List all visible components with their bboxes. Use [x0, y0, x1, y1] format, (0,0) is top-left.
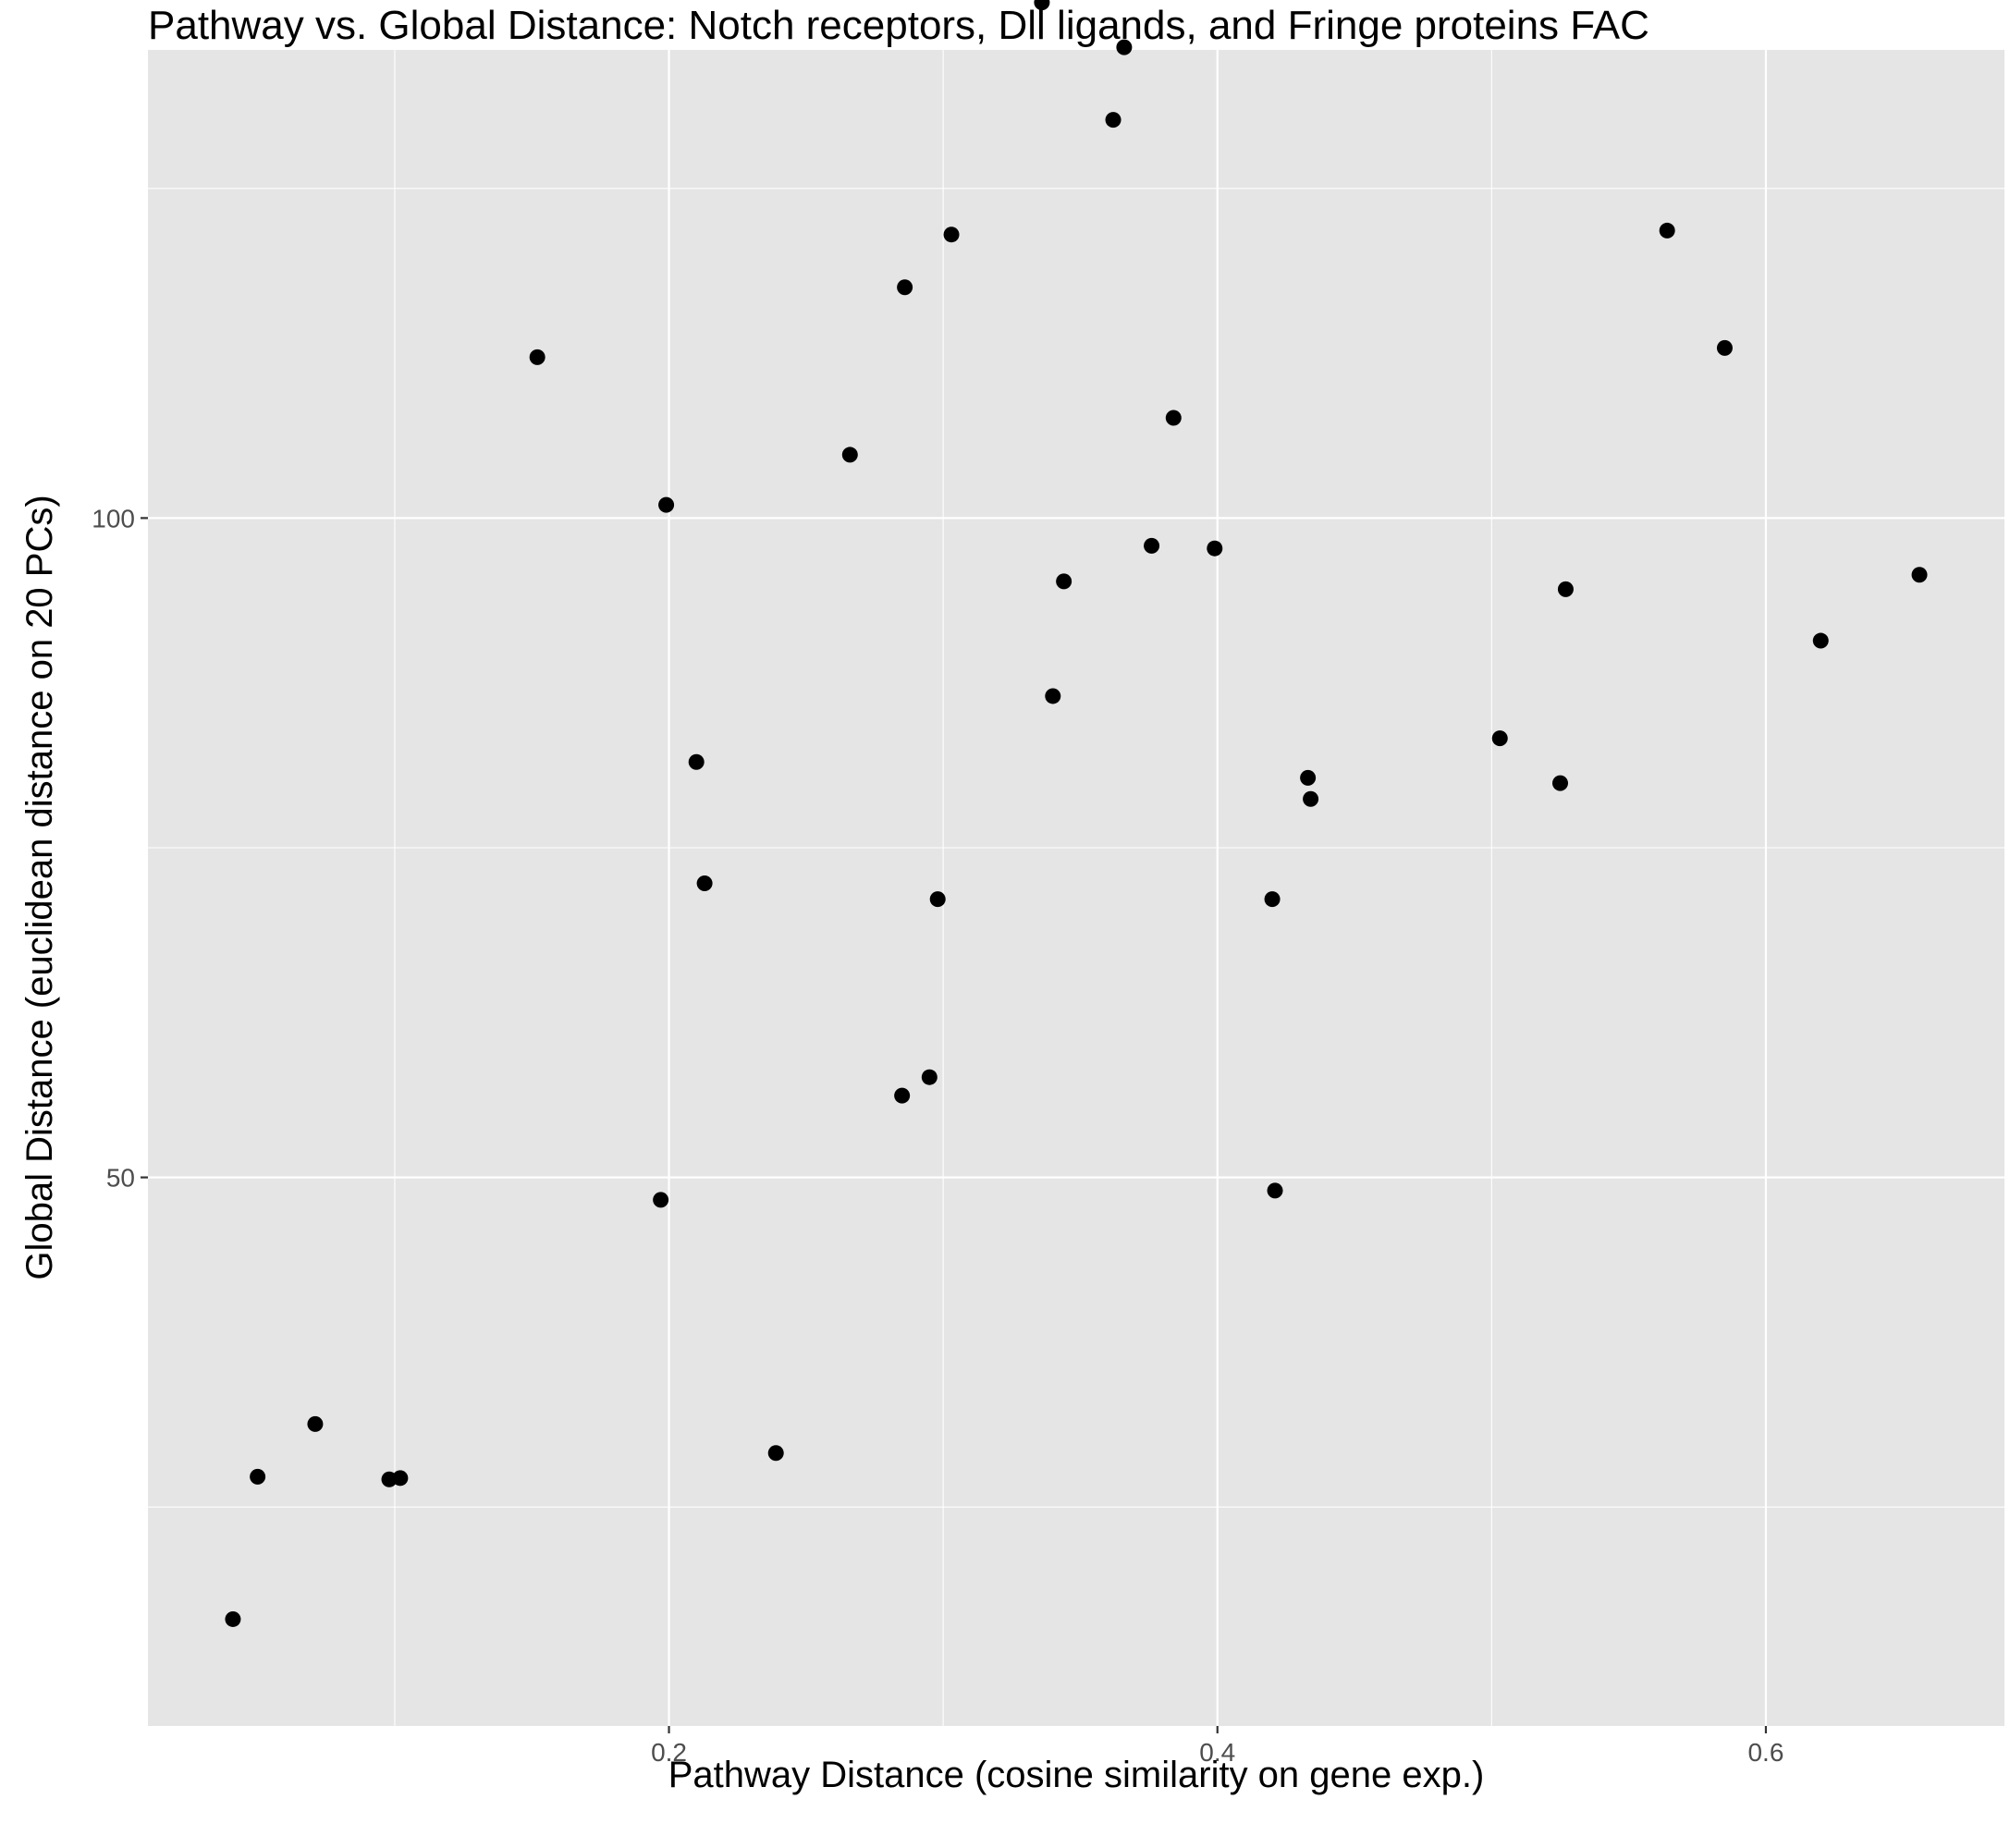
data-point: [929, 891, 946, 908]
data-point: [696, 875, 713, 892]
data-point: [767, 1445, 784, 1462]
data-point: [1056, 573, 1072, 590]
data-point: [1557, 581, 1574, 597]
y-axis-ticks: 50 100: [92, 504, 148, 1193]
data-point: [529, 349, 545, 365]
y-axis-label: Global Distance (euclidean distance on 2…: [19, 495, 60, 1279]
data-point: [1812, 632, 1829, 649]
data-point: [921, 1069, 938, 1085]
data-point: [1552, 775, 1569, 791]
data-point: [1716, 339, 1733, 356]
y-tick-label: 50: [106, 1164, 135, 1193]
data-point: [392, 1470, 409, 1487]
data-point: [1207, 540, 1223, 557]
chart-title: Pathway vs. Global Distance: Notch recep…: [148, 3, 1649, 48]
data-point: [1300, 769, 1317, 786]
minor-gridlines: [148, 50, 2004, 1726]
data-point: [1303, 790, 1319, 807]
data-point: [653, 1192, 669, 1208]
x-tick-label: 0.2: [651, 1738, 687, 1767]
data-point: [894, 1087, 911, 1104]
data-point: [897, 279, 913, 296]
data-point: [688, 753, 705, 770]
data-point: [1105, 112, 1121, 129]
data-point: [1911, 567, 1928, 583]
x-tick-label: 0.4: [1199, 1738, 1235, 1767]
x-axis-ticks: 0.2 0.4 0.6: [651, 1726, 1783, 1767]
data-point: [225, 1610, 241, 1627]
data-point: [1659, 222, 1675, 239]
plot-panel: [148, 50, 2004, 1726]
data-point: [1045, 688, 1061, 704]
data-point: [943, 226, 960, 243]
data-point: [1264, 891, 1281, 908]
data-point: [658, 496, 675, 513]
data-point: [1491, 730, 1508, 747]
x-axis-label: Pathway Distance (cosine similarity on g…: [668, 1755, 1485, 1795]
data-point: [1116, 39, 1133, 55]
data-point: [841, 447, 858, 463]
data-point: [307, 1415, 324, 1432]
x-tick-label: 0.6: [1747, 1738, 1783, 1767]
data-point: [250, 1468, 266, 1485]
data-points: [225, 0, 1928, 1627]
major-gridlines: [148, 50, 2004, 1726]
data-point: [1267, 1182, 1283, 1199]
y-tick-label: 100: [92, 504, 135, 532]
data-point: [1165, 410, 1182, 426]
data-point: [1034, 0, 1050, 11]
data-point: [1144, 537, 1160, 554]
